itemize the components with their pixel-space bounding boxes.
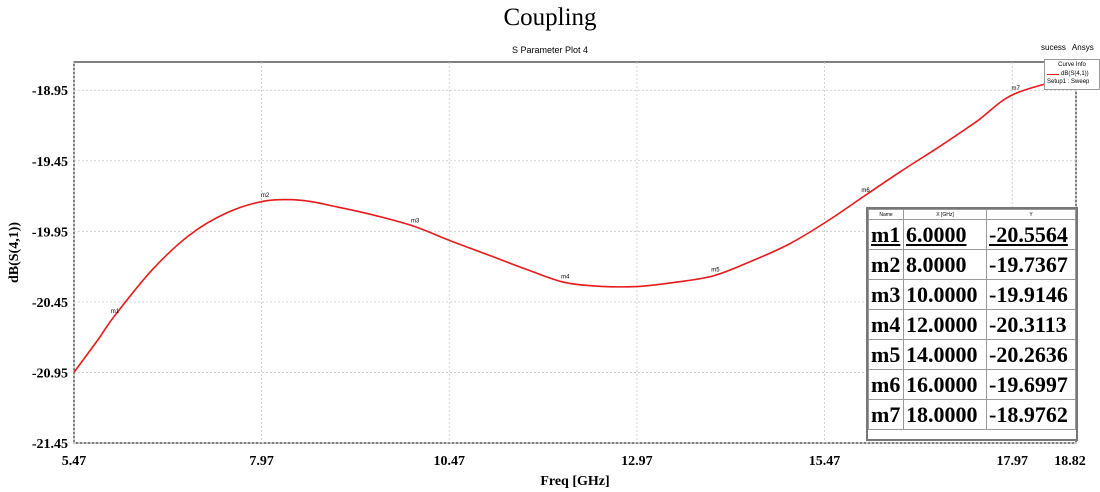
marker-label-m1: m1: [111, 309, 120, 315]
marker-y: -20.2636: [986, 339, 1076, 370]
marker-row[interactable]: m5 14.0000 -20.2636: [868, 339, 1076, 370]
x-tick-label: 17.97: [996, 454, 1028, 469]
marker-name: m1: [868, 219, 904, 250]
marker-label-m7: m7: [1011, 86, 1020, 92]
marker-table-header: Name X [GHz] Y: [868, 209, 1076, 220]
marker-name: m2: [868, 249, 904, 280]
x-tick-label: 5.47: [62, 454, 87, 469]
marker-x: 14.0000: [903, 339, 987, 370]
marker-y: -19.9146: [986, 279, 1076, 310]
marker-y: -18.9762: [986, 399, 1076, 430]
marker-name: m3: [868, 279, 904, 310]
y-axis-label: dB(S(4,1)): [7, 222, 22, 283]
y-tick-label: -21.45: [32, 437, 68, 452]
header-x: X [GHz]: [903, 209, 987, 220]
x-tick-label: 10.47: [434, 454, 466, 469]
marker-label-m4: m4: [561, 274, 570, 280]
header-name: Name: [868, 209, 904, 220]
marker-row[interactable]: m6 16.0000 -19.6997: [868, 369, 1076, 400]
marker-x: 18.0000: [903, 399, 987, 430]
y-tick-label: -20.95: [32, 366, 68, 381]
legend-series-label: dB(S(4,1)): [1061, 71, 1089, 77]
legend-line-swatch: [1047, 73, 1059, 75]
marker-x: 16.0000: [903, 369, 987, 400]
brand-status: sucess: [1041, 43, 1066, 52]
marker-row[interactable]: m7 18.0000 -18.9762: [868, 399, 1076, 430]
x-axis-label: Freq [GHz]: [540, 474, 609, 489]
plot-title: S Parameter Plot 4: [511, 45, 589, 55]
marker-row[interactable]: m1 6.0000 -20.5564: [868, 219, 1076, 250]
marker-table[interactable]: Name X [GHz] Y m1 6.0000 -20.5564 m2 8.0…: [866, 207, 1078, 441]
x-tick-label: 7.97: [249, 454, 274, 469]
marker-row[interactable]: m2 8.0000 -19.7367: [868, 249, 1076, 280]
marker-x: 8.0000: [903, 249, 987, 280]
legend-setup-label: Setup1 : Sweep: [1047, 79, 1090, 85]
marker-label-m5: m5: [711, 268, 720, 274]
legend-entry: dB(S(4,1)): [1047, 71, 1089, 77]
x-tick-label: 18.82: [1054, 454, 1086, 469]
y-tick-label: -19.45: [32, 155, 68, 170]
marker-label-m3: m3: [411, 218, 420, 224]
marker-y: -19.7367: [986, 249, 1076, 280]
y-tick-label: -19.95: [32, 225, 68, 240]
marker-row[interactable]: m4 12.0000 -20.3113: [868, 309, 1076, 340]
marker-x: 12.0000: [903, 309, 987, 340]
marker-name: m4: [868, 309, 904, 340]
marker-label-m2: m2: [261, 193, 270, 199]
marker-name: m6: [868, 369, 904, 400]
chart-banner-title: Coupling: [503, 4, 597, 31]
x-tick-label: 15.47: [809, 454, 841, 469]
series-line-0: [73, 75, 1077, 373]
x-tick-label: 12.97: [621, 454, 653, 469]
y-tick-label: -18.95: [32, 84, 68, 99]
marker-row[interactable]: m3 10.0000 -19.9146: [868, 279, 1076, 310]
marker-y: -20.5564: [986, 219, 1076, 250]
marker-y: -20.3113: [986, 309, 1076, 340]
marker-name: m5: [868, 339, 904, 370]
marker-x: 10.0000: [903, 279, 987, 310]
marker-y: -19.6997: [986, 369, 1076, 400]
legend-title: Curve Info: [1058, 62, 1086, 68]
curve-info-legend[interactable]: Curve Info dB(S(4,1)) Setup1 : Sweep: [1044, 59, 1100, 90]
brand-label: sucess Ansys: [1035, 43, 1094, 52]
header-y: Y: [986, 209, 1076, 220]
marker-name: m7: [868, 399, 904, 430]
y-tick-label: -20.45: [32, 296, 68, 311]
brand-name: Ansys: [1071, 43, 1094, 52]
marker-x: 6.0000: [903, 219, 987, 250]
marker-label-m6: m6: [861, 188, 870, 194]
